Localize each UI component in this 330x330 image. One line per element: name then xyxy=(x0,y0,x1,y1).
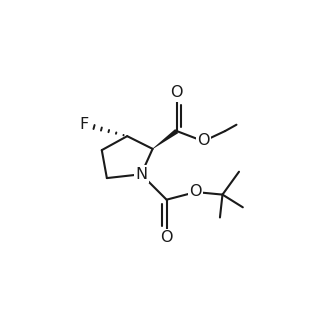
Text: N: N xyxy=(135,167,147,182)
Text: F: F xyxy=(80,117,89,132)
Text: O: O xyxy=(171,85,183,100)
Text: O: O xyxy=(197,134,210,148)
Text: O: O xyxy=(160,230,173,245)
Polygon shape xyxy=(152,129,178,149)
Text: O: O xyxy=(189,184,202,199)
